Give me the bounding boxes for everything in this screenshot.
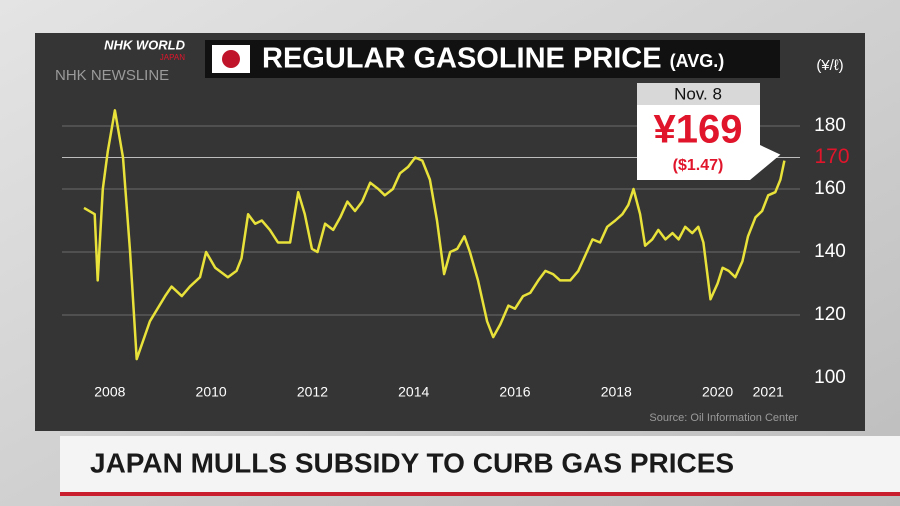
callout-header [637,83,760,105]
reference-label: 170 [814,145,849,168]
x-tick-label: 2016 [499,384,530,400]
y-tick-label: 160 [814,178,846,199]
x-tick-label: 2020 [702,384,733,400]
y-tick-label: 180 [814,115,846,136]
headline-bar [60,436,900,492]
flag-sun [222,50,240,68]
plot: 100 120 140 160 180 170 2008 2010 2012 2014 2016 20… [62,83,850,400]
headline-rule [60,492,900,496]
y-tick-label: 140 [814,241,846,262]
y-tick-label: 100 [814,367,846,388]
y-tick-label: 120 [814,304,846,325]
chart-title-suffix: (AVG.) [670,51,725,71]
x-tick-label: 2018 [601,384,632,400]
x-tick-label: 2014 [398,384,429,400]
source: Source: Oil Information Center [649,412,798,424]
price-line [83,109,786,361]
chart-title: REGULAR GASOLINE PRICE [262,43,662,75]
x-tick-label: 2021 [753,384,784,400]
x-tick-label: 2012 [297,384,328,400]
title-box [205,40,780,78]
logo: NHK WORLD [104,37,185,52]
y-axis-label: (¥/ℓ) [816,57,843,74]
logo-sub: JAPAN [160,53,185,62]
callout-usd: ($1.47) [673,157,724,174]
headline: JAPAN MULLS SUBSIDY TO CURB GAS PRICES [90,447,734,478]
callout-value: ¥169 [654,108,743,152]
program-name: NHK NEWSLINE [55,67,169,84]
callout [637,83,781,180]
callout-date: Nov. 8 [674,84,722,103]
x-tick-label: 2008 [94,384,125,400]
x-tick-label: 2010 [196,384,227,400]
